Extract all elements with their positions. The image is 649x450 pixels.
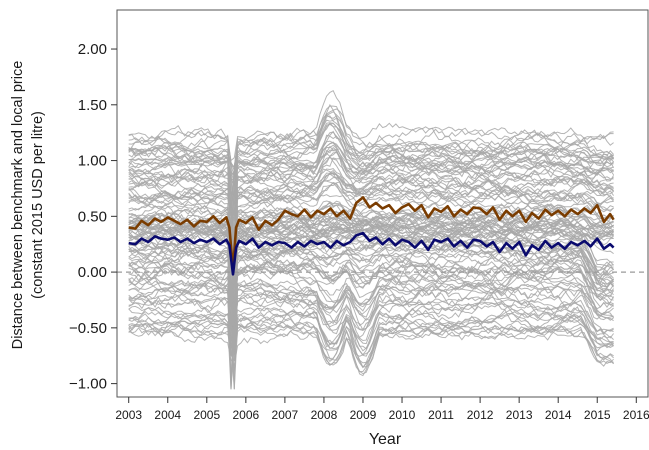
gray-series-line (128, 111, 614, 213)
gray-series-line (128, 321, 614, 373)
gray-series-line (128, 260, 614, 390)
gray-series-line (128, 293, 614, 336)
gray-series-line (128, 214, 614, 271)
series-line-navy (128, 231, 615, 276)
gray-series-line (128, 105, 614, 210)
y-axis-label-line1: Distance between benchmark and local pri… (10, 61, 26, 350)
y-tick-label: 0.50 (78, 208, 107, 225)
x-tick-label: 2006 (232, 408, 259, 422)
gray-series-line (128, 300, 614, 390)
y-tick-label: 1.00 (78, 153, 107, 170)
gray-series-line (128, 149, 614, 180)
axis-labels-group: Year Distance between benchmark and loca… (10, 61, 402, 448)
gray-series-line (128, 228, 614, 286)
x-tick-label: 2003 (115, 408, 142, 422)
x-tick-label: 2007 (272, 408, 299, 422)
gray-series-line (128, 114, 614, 171)
gray-series-line (128, 171, 614, 217)
axes-group: −1.00 −0.50 0.00 0.50 1.00 1.50 2.00 2003 2004 20… (69, 9, 649, 422)
gray-series-line (128, 297, 614, 336)
y-tick-label: 2.00 (78, 41, 107, 58)
gray-series-line (128, 244, 614, 286)
y-tick-label: 1.50 (78, 97, 107, 114)
series-line-brown (128, 196, 615, 272)
x-axis-label: Year (369, 431, 402, 448)
gray-series-line (128, 151, 614, 256)
gray-series-line (128, 284, 614, 339)
gray-series-line (128, 278, 614, 381)
x-tick-label: 2014 (545, 408, 572, 422)
gray-series-line (128, 312, 614, 364)
gray-series-line (128, 210, 614, 246)
x-tick-label: 2004 (154, 408, 181, 422)
gray-series-line (128, 259, 614, 312)
gray-series-line (128, 221, 614, 267)
y-axis-label-line2: (constant 2015 USD per litre) (30, 111, 46, 299)
x-tick-label: 2011 (428, 408, 454, 422)
gray-series-line (128, 275, 615, 326)
y-tick-label: −0.50 (69, 320, 107, 337)
gray-series-line (128, 152, 615, 266)
gray-series-line (128, 122, 614, 178)
highlighted-series-group (128, 196, 615, 276)
gray-series-line (128, 123, 614, 238)
x-tick-label: 2013 (506, 408, 533, 422)
gray-series-line (128, 247, 615, 298)
gray-series-line (128, 225, 614, 272)
gray-series-line (128, 214, 614, 244)
gray-series-line (128, 168, 614, 286)
x-tick-label: 2016 (623, 408, 649, 422)
gray-series-line (128, 201, 614, 244)
plot-frame (116, 9, 649, 398)
gray-series-line (128, 266, 614, 307)
gray-series-line (128, 122, 614, 178)
gray-series-line (128, 274, 614, 390)
y-tick-label: 0.00 (78, 264, 107, 281)
gray-series-group (128, 90, 615, 390)
gray-series-line (128, 173, 615, 241)
x-tick-label: 2005 (193, 408, 220, 422)
gray-series-line (128, 301, 614, 345)
gray-series-line (128, 169, 615, 306)
gray-series-line (128, 292, 614, 339)
gray-series-line (128, 308, 614, 357)
gray-series-line (128, 144, 614, 196)
gray-series-line (128, 131, 614, 267)
gray-series-line (128, 149, 615, 259)
x-tick-label: 2010 (389, 408, 416, 422)
y-tick-label: −1.00 (69, 376, 107, 393)
gray-series-line (128, 174, 614, 305)
gray-series-line (128, 220, 614, 263)
x-tick-label: 2012 (467, 408, 494, 422)
gray-series-line (128, 259, 614, 310)
x-tick-label: 2008 (311, 408, 338, 422)
gray-series-line (128, 278, 614, 390)
x-tick-label: 2009 (350, 408, 377, 422)
gray-series-line (128, 223, 614, 259)
gray-series-line (128, 306, 615, 364)
x-tick-label: 2015 (584, 408, 611, 422)
